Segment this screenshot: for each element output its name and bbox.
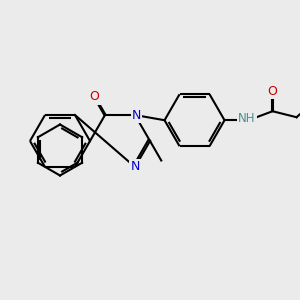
- Text: O: O: [268, 85, 278, 98]
- Text: NH: NH: [238, 112, 256, 124]
- Text: O: O: [90, 90, 99, 103]
- Text: N: N: [132, 109, 141, 122]
- Text: N: N: [130, 160, 140, 173]
